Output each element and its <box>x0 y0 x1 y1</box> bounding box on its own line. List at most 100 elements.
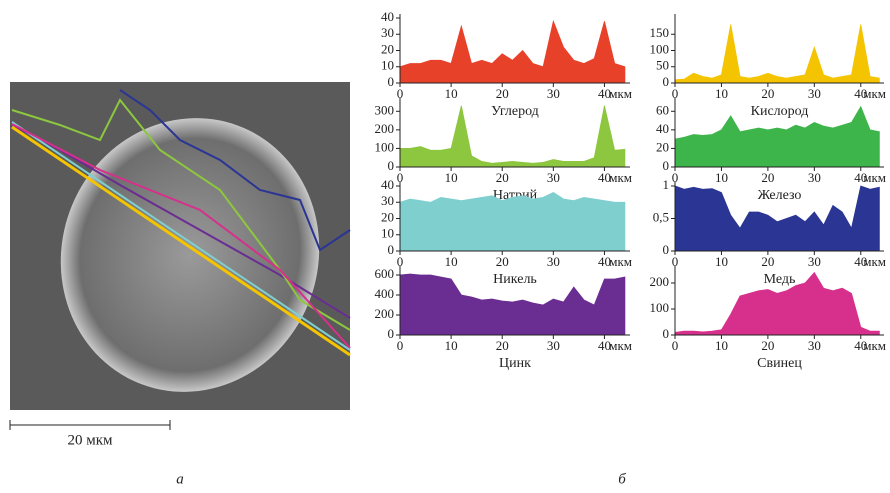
x-unit: мкм <box>863 254 886 269</box>
x-tick-label: 0 <box>397 254 404 269</box>
chart-title: Кислород <box>751 104 809 119</box>
y-tick-label: 0 <box>663 74 670 89</box>
x-tick-label: 30 <box>547 86 560 101</box>
panel-caption: б <box>618 471 626 487</box>
x-tick-label: 10 <box>445 254 458 269</box>
x-tick-label: 20 <box>496 254 509 269</box>
x-tick-label: 20 <box>761 254 774 269</box>
x-tick-label: 10 <box>715 338 728 353</box>
x-tick-label: 40 <box>854 86 867 101</box>
x-unit: мкм <box>609 254 632 269</box>
area <box>674 185 880 252</box>
y-tick-label: 50 <box>656 58 669 73</box>
area <box>399 192 626 252</box>
y-tick-label: 600 <box>375 266 395 281</box>
y-tick-label: 20 <box>656 139 669 154</box>
x-tick-label: 20 <box>761 86 774 101</box>
x-tick-label: 30 <box>808 338 821 353</box>
y-tick-label: 200 <box>375 306 395 321</box>
x-tick-label: 30 <box>547 254 560 269</box>
y-tick-label: 0 <box>663 158 670 173</box>
y-tick-label: 0,5 <box>653 209 669 224</box>
x-tick-label: 30 <box>808 254 821 269</box>
x-tick-label: 10 <box>445 86 458 101</box>
y-tick-label: 0 <box>388 242 395 257</box>
y-tick-label: 100 <box>650 41 670 56</box>
area <box>399 19 626 84</box>
x-tick-label: 40 <box>598 170 611 185</box>
y-tick-label: 20 <box>381 41 394 56</box>
x-tick-label: 30 <box>547 338 560 353</box>
x-tick-label: 20 <box>761 338 774 353</box>
y-tick-label: 10 <box>381 226 394 241</box>
x-unit: мкм <box>609 86 632 101</box>
x-tick-label: 20 <box>761 170 774 185</box>
x-unit: мкм <box>863 338 886 353</box>
x-tick-label: 20 <box>496 170 509 185</box>
x-unit: мкм <box>863 170 886 185</box>
x-tick-label: 30 <box>547 170 560 185</box>
y-tick-label: 150 <box>650 25 670 40</box>
x-tick-label: 0 <box>397 86 404 101</box>
y-tick-label: 200 <box>650 274 670 289</box>
y-tick-label: 0 <box>663 242 670 257</box>
x-tick-label: 20 <box>496 338 509 353</box>
x-tick-label: 10 <box>445 170 458 185</box>
x-tick-label: 40 <box>854 170 867 185</box>
y-tick-label: 0 <box>663 326 670 341</box>
x-tick-label: 40 <box>598 86 611 101</box>
y-tick-label: 20 <box>381 209 394 224</box>
y-tick-label: 60 <box>656 102 669 117</box>
y-tick-label: 0 <box>388 74 395 89</box>
sem-image <box>9 82 351 430</box>
x-tick-label: 10 <box>715 254 728 269</box>
x-tick-label: 0 <box>672 338 679 353</box>
x-tick-label: 0 <box>397 338 404 353</box>
panel-caption: а <box>176 471 184 487</box>
x-unit: мкм <box>609 170 632 185</box>
x-tick-label: 40 <box>854 254 867 269</box>
y-tick-label: 100 <box>375 139 395 154</box>
x-tick-label: 0 <box>672 170 679 185</box>
y-tick-label: 40 <box>381 9 394 24</box>
x-tick-label: 10 <box>445 338 458 353</box>
y-tick-label: 30 <box>381 25 394 40</box>
y-tick-label: 100 <box>650 300 670 315</box>
y-tick-label: 0 <box>388 158 395 173</box>
y-tick-label: 40 <box>381 177 394 192</box>
x-tick-label: 30 <box>808 86 821 101</box>
x-tick-label: 40 <box>854 338 867 353</box>
y-tick-label: 200 <box>375 121 395 136</box>
x-tick-label: 0 <box>672 254 679 269</box>
y-tick-label: 1 <box>663 177 670 192</box>
chart-title: Медь <box>764 272 796 287</box>
x-unit: мкм <box>609 338 632 353</box>
x-tick-label: 10 <box>715 170 728 185</box>
x-tick-label: 40 <box>598 338 611 353</box>
x-tick-label: 30 <box>808 170 821 185</box>
area <box>674 271 880 336</box>
area <box>399 273 626 336</box>
y-tick-label: 300 <box>375 102 395 117</box>
scale-label: 20 мкм <box>67 432 113 448</box>
x-tick-label: 0 <box>672 86 679 101</box>
x-tick-label: 40 <box>598 254 611 269</box>
chart-title: Цинк <box>499 356 531 371</box>
chart-title: Свинец <box>757 356 802 371</box>
area <box>399 105 626 168</box>
x-tick-label: 0 <box>397 170 404 185</box>
x-tick-label: 20 <box>496 86 509 101</box>
x-tick-label: 10 <box>715 86 728 101</box>
chart-title: Железо <box>758 188 802 203</box>
area <box>674 105 880 168</box>
y-tick-label: 30 <box>381 193 394 208</box>
chart-title: Никель <box>493 272 537 287</box>
y-tick-label: 10 <box>381 58 394 73</box>
y-tick-label: 400 <box>375 286 395 301</box>
y-tick-label: 40 <box>656 121 669 136</box>
x-unit: мкм <box>863 86 886 101</box>
chart-title: Углерод <box>491 104 539 119</box>
area <box>674 24 880 84</box>
y-tick-label: 0 <box>388 326 395 341</box>
